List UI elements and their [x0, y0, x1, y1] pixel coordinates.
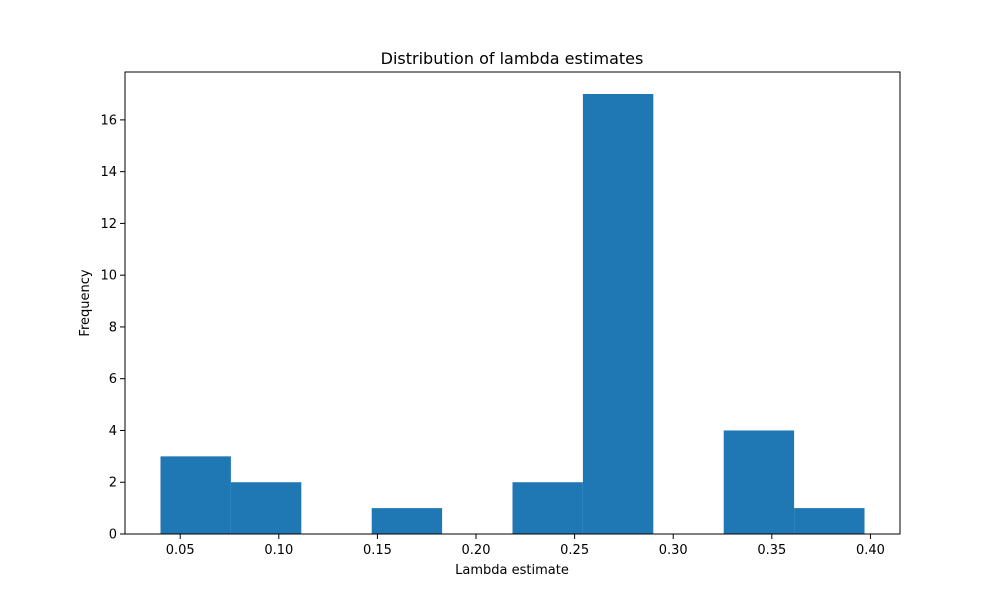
y-tick-label: 16: [100, 113, 117, 128]
histogram-bar: [371, 508, 443, 534]
y-tick-label: 12: [100, 217, 117, 232]
y-axis-label: Frequency: [78, 269, 93, 336]
bars-group: [160, 94, 865, 534]
x-axis-label: Lambda estimate: [455, 563, 569, 578]
y-tick-label: 14: [100, 165, 117, 180]
x-tick-label: 0.10: [264, 543, 293, 558]
histogram-bar: [794, 508, 865, 534]
x-tick-label: 0.25: [560, 543, 589, 558]
y-tick-label: 6: [109, 372, 117, 387]
histogram-bar: [512, 482, 583, 534]
histogram-bar: [230, 482, 302, 534]
y-tick-label: 2: [109, 476, 117, 491]
chart-title: Distribution of lambda estimates: [381, 49, 644, 68]
histogram-bar: [582, 94, 654, 534]
x-tick-label: 0.20: [462, 543, 491, 558]
x-axis-ticks: 0.05 0.10 0.15 0.20 0.25 0.30 0.35 0.40: [166, 534, 885, 558]
histogram-bar: [160, 456, 231, 534]
x-tick-label: 0.40: [856, 543, 885, 558]
y-tick-label: 0: [109, 528, 117, 543]
histogram-bar: [723, 430, 795, 534]
y-tick-label: 10: [100, 269, 117, 284]
y-tick-label: 8: [109, 320, 117, 335]
x-tick-label: 0.30: [659, 543, 688, 558]
plot-frame: [124, 71, 901, 535]
x-tick-label: 0.05: [166, 543, 195, 558]
x-tick-label: 0.15: [363, 543, 392, 558]
y-tick-label: 4: [109, 424, 117, 439]
x-tick-label: 0.35: [757, 543, 786, 558]
y-axis-ticks: 0 2 4 6 8 10 12 14 16: [100, 113, 125, 543]
